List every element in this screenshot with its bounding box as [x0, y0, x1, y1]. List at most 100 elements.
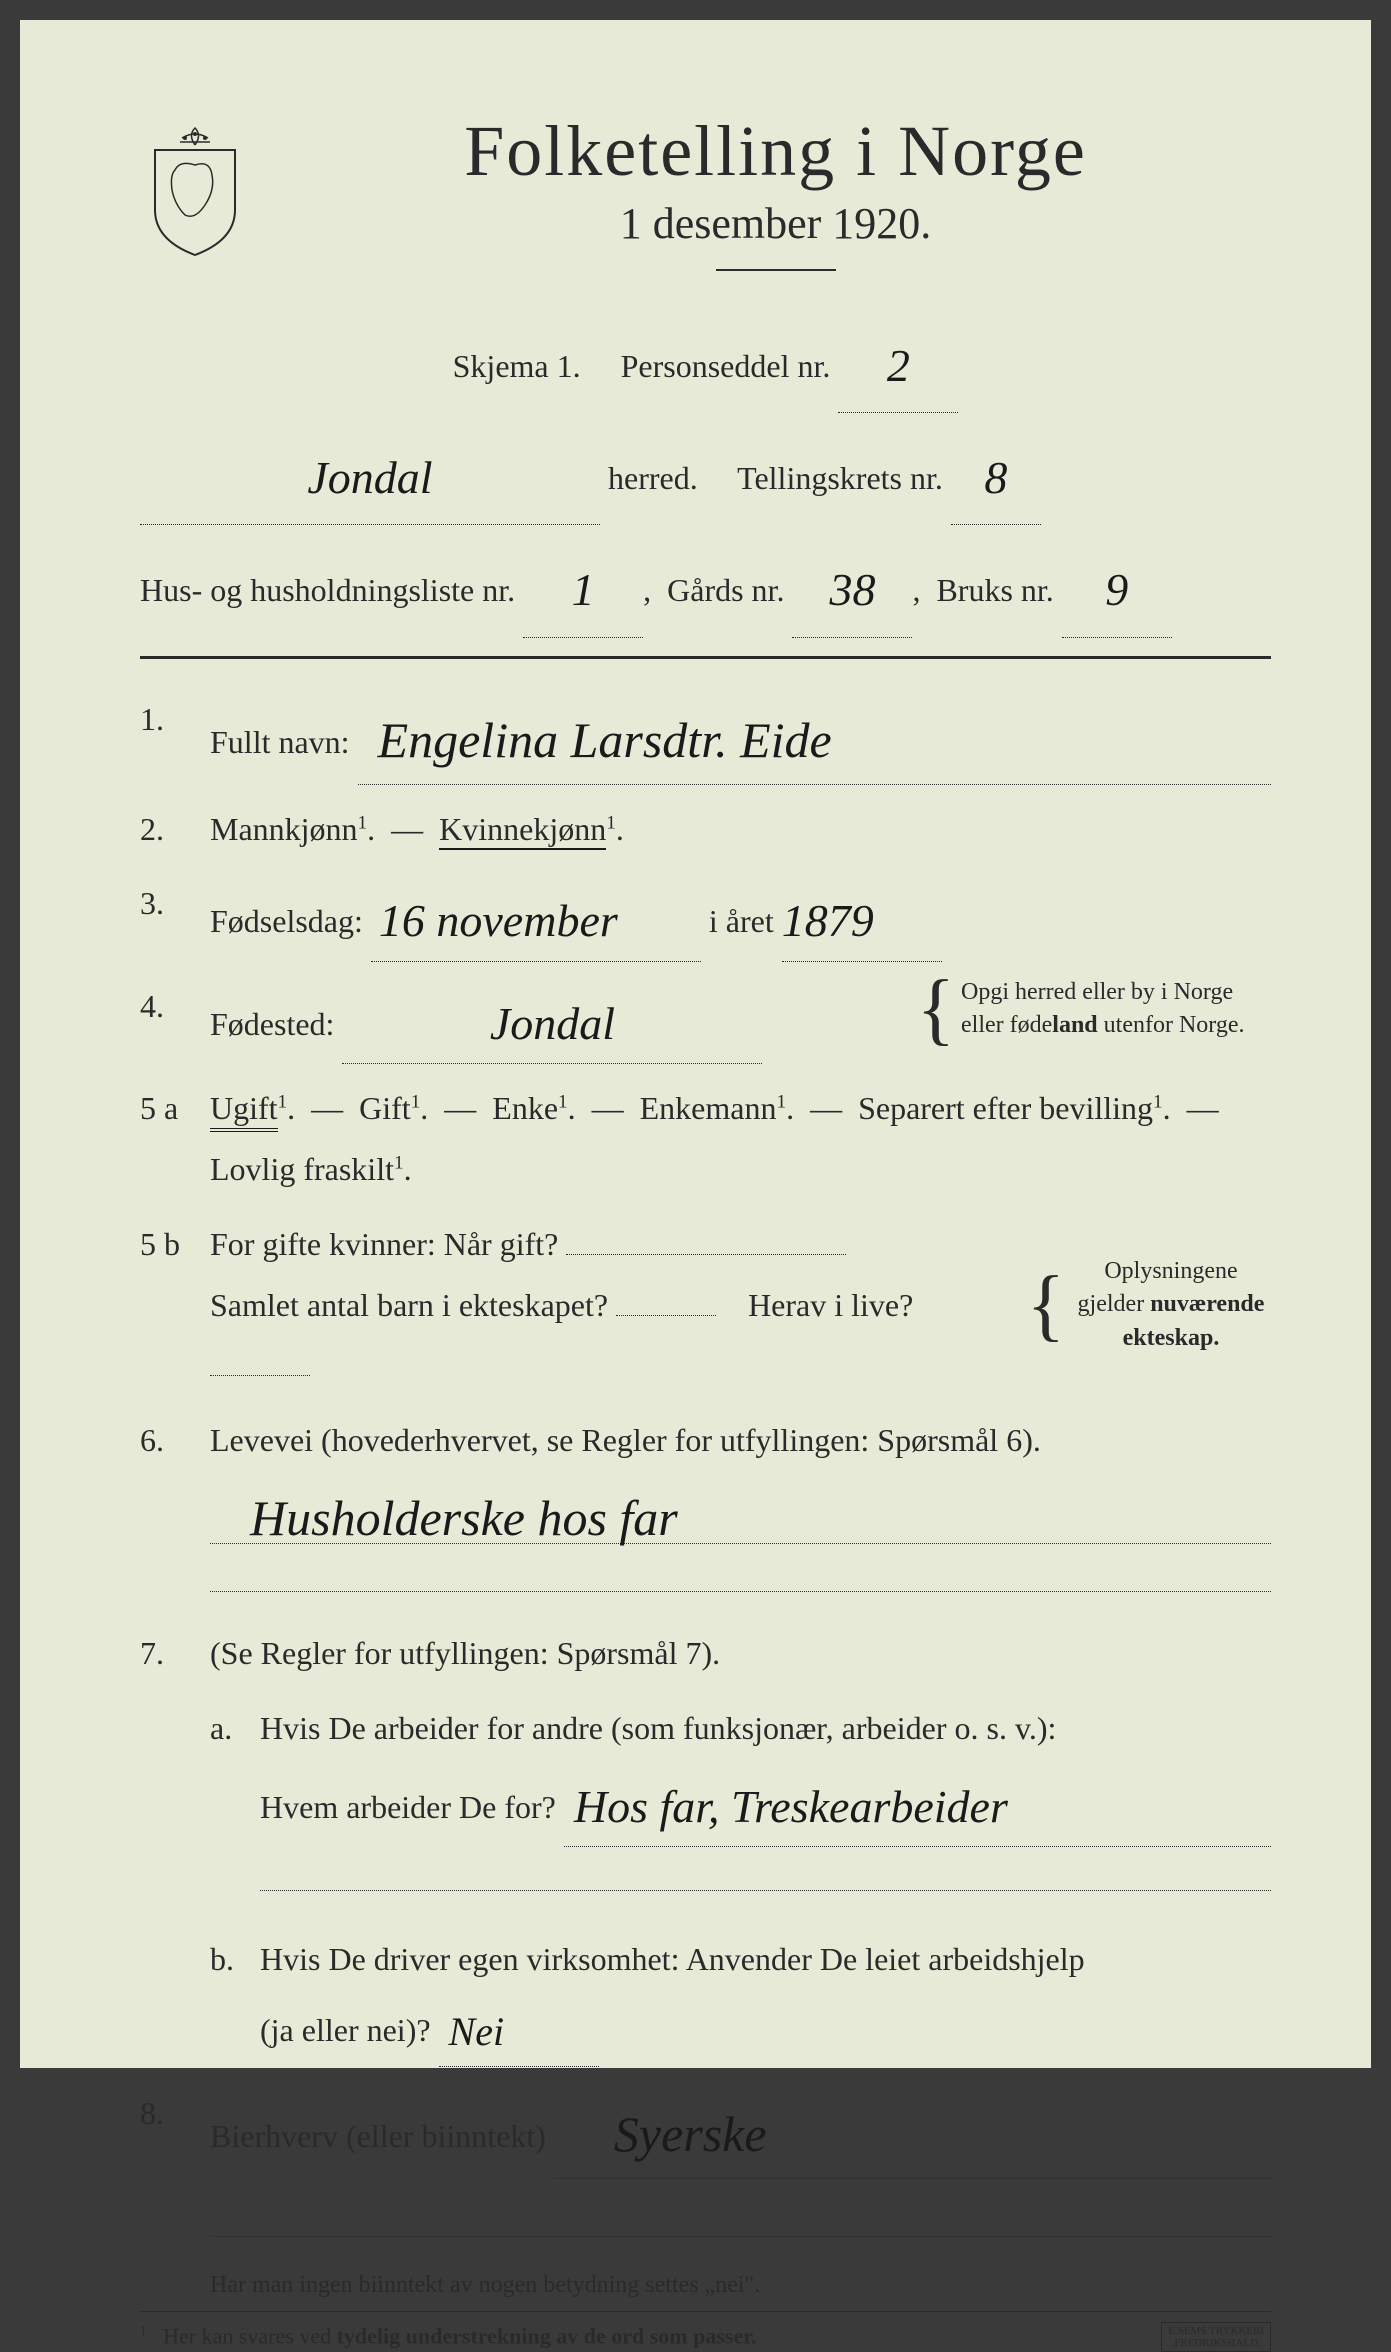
- q8-field: Syerske: [554, 2083, 1271, 2179]
- q5b-sn-l3: ekteskap.: [1123, 1325, 1220, 1351]
- q7b-field: Nei: [439, 1990, 599, 2067]
- q4-value: Jondal: [490, 998, 615, 1049]
- q1-num: 1.: [140, 689, 210, 785]
- q8-label: Bierhverv (eller biinntekt): [210, 2106, 546, 2167]
- q7b-label2: (ja eller nei)?: [260, 2012, 431, 2048]
- skjema-label: Skjema 1.: [453, 348, 581, 384]
- q1-label: Fullt navn:: [210, 712, 350, 773]
- hus-nr: 1: [572, 564, 595, 615]
- footer-note: Har man ingen biinntekt av nogen betydni…: [210, 2272, 1271, 2299]
- q5b-l2: Samlet antal barn i ekteskapet? Herav i …: [210, 1275, 1021, 1397]
- q5b-body: For gifte kvinner: Når gift? Samlet anta…: [210, 1214, 1271, 1396]
- hus-label: Hus- og husholdningsliste nr.: [140, 572, 515, 608]
- section-divider-thick: [140, 656, 1271, 659]
- q6-num: 6.: [140, 1410, 210, 1471]
- q7a-field: Hos far, Treskearbeider: [564, 1759, 1271, 1847]
- stamp-l2: FREDRIKSHALD: [1168, 2337, 1264, 2349]
- q5b: 5 b For gifte kvinner: Når gift? Samlet …: [140, 1214, 1271, 1396]
- q5b-sidenote: Oplysningene gjelder nuværende ekteskap.: [1071, 1255, 1271, 1356]
- personseddel-label: Personseddel nr.: [621, 348, 831, 384]
- norway-coat-of-arms-svg: [140, 120, 250, 260]
- q8-field-blank: [210, 2209, 1271, 2237]
- title-divider: [716, 269, 836, 271]
- tellingskrets-nr: 8: [984, 452, 1007, 503]
- q4-sidenote-block: { Opgi herred eller by i Norge eller fød…: [911, 976, 1271, 1043]
- footnote-bold: tydelig understrekning av de ord som pas…: [337, 2324, 757, 2349]
- q1-value: Engelina Larsdtr. Eide: [378, 712, 832, 768]
- q5b-l1-label: For gifte kvinner: Når gift?: [210, 1226, 558, 1262]
- tellingskrets-label: Tellingskrets nr.: [737, 460, 943, 496]
- q6-field-blank: [210, 1564, 1271, 1592]
- census-form-page: Folketelling i Norge 1 desember 1920. Sk…: [20, 20, 1371, 2068]
- q5a-num: 5 a: [140, 1078, 210, 1200]
- q7-num: 7.: [140, 1623, 210, 1684]
- q7a-label: Hvis De arbeider for andre (som funksjon…: [260, 1698, 1271, 1759]
- q6-answer-block: Husholderske hos far: [210, 1485, 1271, 1597]
- q7b-value: Nei: [449, 2009, 505, 2054]
- q7a-field-blank: [260, 1863, 1271, 1891]
- q3-year-field: 1879: [782, 873, 942, 961]
- q4-field: Jondal: [342, 976, 762, 1064]
- q7b: b. Hvis De driver egen virksomhet: Anven…: [210, 1929, 1271, 2067]
- q6: 6. Levevei (hovederhvervet, se Regler fo…: [140, 1410, 1271, 1471]
- q7a-row2: Hvem arbeider De for? Hos far, Treskearb…: [260, 1759, 1271, 1847]
- q4-body: Fødested: Jondal { Opgi herred eller by …: [210, 976, 1271, 1064]
- personseddel-nr: 2: [887, 340, 910, 391]
- q5b-rows: For gifte kvinner: Når gift? Samlet anta…: [210, 1214, 1271, 1396]
- q4-sidenote-l2-wrap: eller fødeland utenfor Norge.: [961, 1009, 1271, 1043]
- footnote-text: Her kan svares ved: [163, 2324, 337, 2349]
- q7a: a. Hvis De arbeider for andre (som funks…: [210, 1698, 1271, 1911]
- q7a-label2: Hvem arbeider De for?: [260, 1777, 556, 1838]
- q7: 7. (Se Regler for utfyllingen: Spørsmål …: [140, 1623, 1271, 1684]
- q3-year: 1879: [782, 895, 874, 946]
- bruks-field: 9: [1062, 535, 1172, 637]
- q4-sidenote: Opgi herred eller by i Norge eller fødel…: [961, 976, 1271, 1043]
- q4-sidenote-l1: Opgi herred eller by i Norge: [961, 976, 1271, 1010]
- herred-field: Jondal: [140, 423, 600, 525]
- hus-field: 1: [523, 535, 643, 637]
- q1: 1. Fullt navn: Engelina Larsdtr. Eide: [140, 689, 1271, 785]
- gards-label: Gårds nr.: [667, 572, 784, 608]
- footnote-num: 1: [140, 2323, 147, 2338]
- main-title: Folketelling i Norge: [280, 110, 1271, 193]
- gards-nr: 38: [829, 564, 875, 615]
- personseddel-nr-field: 2: [838, 311, 958, 413]
- q2-kvinne: Kvinnekjønn: [439, 811, 606, 850]
- q5a: 5 a Ugift1. — Gift1. — Enke1. — Enkemann…: [140, 1078, 1271, 1200]
- q2-body: Mannkjønn1. — Kvinnekjønn1.: [210, 799, 1271, 860]
- q6-body: Levevei (hovederhvervet, se Regler for u…: [210, 1410, 1271, 1471]
- q7-body: (Se Regler for utfyllingen: Spørsmål 7).: [210, 1623, 1271, 1684]
- footnote-bottom: 1 Her kan svares ved tydelig understrekn…: [140, 2311, 1271, 2352]
- q5a-enkemann: Enkemann: [640, 1090, 777, 1126]
- q8: 8. Bierhverv (eller biinntekt) Syerske: [140, 2083, 1271, 2179]
- footnote-text-block: 1 Her kan svares ved tydelig understrekn…: [140, 2323, 756, 2349]
- q5b-l1-field: [566, 1254, 846, 1255]
- coat-of-arms-icon: [140, 120, 250, 260]
- header-row: Folketelling i Norge 1 desember 1920.: [140, 110, 1271, 301]
- q5b-sidenote-block: { Oplysningene gjelder nuværende ekteska…: [1021, 1255, 1271, 1356]
- q5b-l2-label: Samlet antal barn i ekteskapet?: [210, 1287, 608, 1323]
- q5a-ugift: Ugift: [210, 1090, 278, 1132]
- q5b-num: 5 b: [140, 1214, 210, 1396]
- q5a-body: Ugift1. — Gift1. — Enke1. — Enkemann1. —…: [210, 1078, 1271, 1200]
- q7b-row2: (ja eller nei)? Nei: [260, 1990, 1271, 2067]
- q5b-l2-label2: Herav i live?: [748, 1287, 913, 1323]
- q7a-value: Hos far, Treskearbeider: [574, 1781, 1008, 1832]
- q5a-separert: Separert efter bevilling: [858, 1090, 1153, 1126]
- stamp-l1: E.SEMS TRYKKERI: [1168, 2325, 1264, 2337]
- q4-sidenote-l2b: land: [1052, 1012, 1097, 1038]
- q5b-sn-l2: gjelder: [1078, 1291, 1151, 1317]
- sup-1: 1: [358, 812, 368, 833]
- q4-main: Fødested: Jondal: [210, 976, 911, 1064]
- q1-body: Fullt navn: Engelina Larsdtr. Eide: [210, 689, 1271, 785]
- q8-num: 8.: [140, 2083, 210, 2179]
- q3-num: 3.: [140, 873, 210, 961]
- q5b-l1: For gifte kvinner: Når gift?: [210, 1214, 1021, 1275]
- q5a-fraskilt: Lovlig fraskilt: [210, 1151, 394, 1187]
- q3: 3. Fødselsdag: 16 november i året 1879: [140, 873, 1271, 961]
- q2: 2. Mannkjønn1. — Kvinnekjønn1.: [140, 799, 1271, 860]
- title-block: Folketelling i Norge 1 desember 1920.: [280, 110, 1271, 301]
- q7b-letter: b.: [210, 1929, 260, 2067]
- q5b-l2-field2: [210, 1375, 310, 1376]
- q6-label: Levevei (hovederhvervet, se Regler for u…: [210, 1422, 1041, 1458]
